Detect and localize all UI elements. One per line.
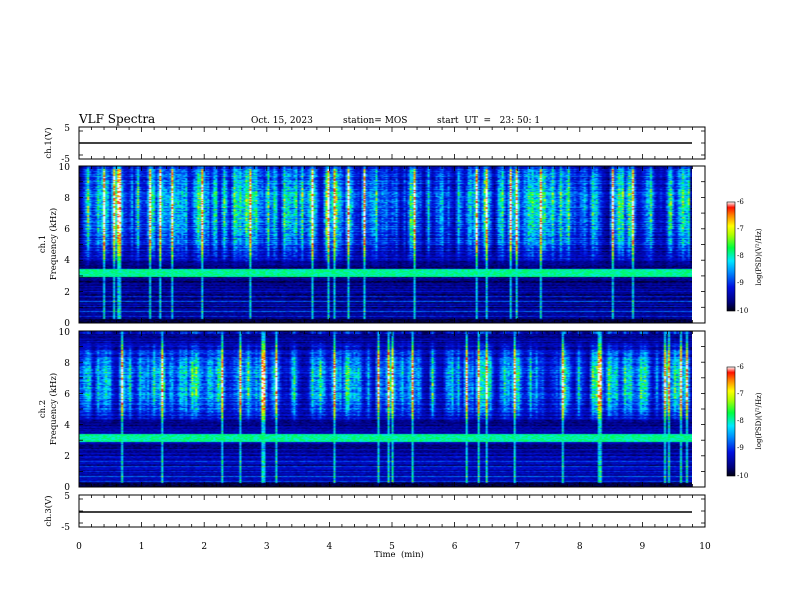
ch1-spectrogram-ticks: [78, 165, 706, 324]
ch1-colorbar: -6 -7 -8 -9 -10 log(PSD)(V²/Hz): [726, 198, 763, 315]
ch2-frequency-tick-labels: 0 2 4 6 8 10: [59, 328, 71, 493]
ch2-cb-tick-m8: -8: [737, 417, 744, 425]
ch2-cb-tick-m9: -9: [737, 444, 744, 452]
ch2-frequency-axis-label: Frequency (kHz): [48, 373, 59, 445]
ch3-waveform-ticks: [78, 495, 706, 527]
ch2-colorbar-gradient: [726, 366, 736, 477]
ch1-cb-tick-m10: -10: [737, 307, 748, 315]
ch1-cb-tick-m8: -8: [737, 252, 744, 260]
ch2-spectrogram-ticks: [78, 330, 706, 488]
ch2-spectrogram-heatmap: [79, 331, 692, 487]
time-tick-label: 4: [327, 542, 333, 552]
time-tick-label: 2: [201, 542, 207, 552]
ch2-ytick-2: 2: [64, 452, 70, 462]
figure-header: VLF Spectra Oct. 15, 2023 station= MOS s…: [78, 112, 540, 126]
ch1-cb-tick-m7: -7: [737, 225, 744, 233]
ch2-ytick-6: 6: [64, 390, 70, 400]
ch2-ytick-8: 8: [64, 359, 70, 369]
ch1-spectrogram-heatmap: [79, 166, 692, 323]
ch1-spectrogram-panel: 0 2 4 6 8 10 ch.1 Frequency (kHz) -6 -7 …: [38, 163, 763, 329]
ch1-ytick-2: 2: [64, 288, 70, 298]
ch2-channel-label: ch.2: [38, 400, 48, 418]
ch2-cb-tick-m10: -10: [737, 472, 748, 480]
time-tick-label: 9: [640, 542, 646, 552]
time-tick-label: 5: [389, 542, 395, 552]
ch1-cb-tick-m9: -9: [737, 279, 744, 287]
ch2-colorbar: -6 -7 -8 -9 -10 log(PSD)(V²/Hz): [726, 363, 763, 480]
ch2-colorbar-label: log(PSD)(V²/Hz): [755, 392, 763, 449]
ch1-frequency-tick-labels: 0 2 4 6 8 10: [59, 163, 71, 329]
ch1-ytick-4: 4: [64, 256, 70, 266]
ch2-ytick-10: 10: [59, 328, 71, 338]
ch2-spectrogram-panel: 0 2 4 6 8 10 ch.2 Frequency (kHz) -6 -7 …: [38, 328, 763, 493]
ch2-cb-tick-m6: -6: [737, 363, 744, 371]
time-tick-label: 3: [264, 542, 270, 552]
ch1-channel-label: ch.1: [38, 235, 48, 253]
ch1-waveform-ticks: [78, 127, 706, 159]
ch3-ytick-bottom: -5: [61, 523, 70, 533]
ch1-colorbar-label: log(PSD)(V²/Hz): [755, 228, 763, 285]
ch2-cb-tick-m7: -7: [737, 390, 744, 398]
ch1-colorbar-gradient: [726, 201, 736, 312]
start-ut-label: start UT = 23: 50: 1: [437, 116, 540, 126]
time-tick-label: 1: [139, 542, 145, 552]
ch1-ytick-8: 8: [64, 194, 70, 204]
figure-title: VLF Spectra: [78, 112, 155, 126]
ch3-ytick-top: 5: [64, 492, 70, 502]
ch3-waveform-ylabel: ch.3(V): [43, 495, 54, 526]
time-tick-label: 10: [699, 542, 711, 552]
ch1-ytick-6: 6: [64, 225, 70, 235]
time-tick-label: 7: [514, 542, 520, 552]
ch2-ytick-4: 4: [64, 421, 70, 431]
time-axis-label: Time (min): [374, 549, 424, 560]
ch2-ytick-0: 0: [64, 483, 70, 493]
ch3-waveform-frame: [78, 494, 706, 528]
time-tick-label: 8: [577, 542, 583, 552]
time-tick-label: 0: [76, 542, 82, 552]
ch1-frequency-axis-label: Frequency (kHz): [48, 208, 59, 280]
ch1-ytick-0: 0: [64, 319, 70, 329]
ch1-waveform-panel: 5 -5 ch.1(V): [43, 124, 706, 165]
ch3-waveform-panel: 5 -5 ch.3(V): [43, 492, 706, 533]
ch1-waveform-ylabel: ch.1(V): [43, 127, 54, 158]
time-axis-tick-labels: 0 1 2 3 4 5 6 7 8 9 10: [76, 542, 711, 552]
ch1-ytick-10: 10: [59, 163, 71, 173]
time-tick-label: 6: [452, 542, 458, 552]
ch1-ytick-top: 5: [64, 124, 70, 134]
date-label: Oct. 15, 2023: [251, 116, 313, 126]
ch1-cb-tick-m6: -6: [737, 198, 744, 206]
ch1-ytick-bottom: -5: [61, 155, 70, 165]
station-label: station= MOS: [343, 116, 407, 126]
